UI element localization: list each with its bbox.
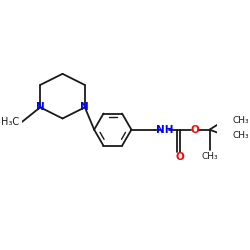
Text: N: N — [80, 102, 89, 112]
Text: NH: NH — [156, 125, 174, 135]
Text: N: N — [36, 102, 44, 112]
Text: CH₃: CH₃ — [201, 152, 218, 161]
Text: CH₃: CH₃ — [233, 131, 250, 140]
Text: O: O — [176, 152, 184, 162]
Text: H₃C: H₃C — [1, 117, 19, 127]
Text: O: O — [190, 125, 199, 135]
Text: CH₃: CH₃ — [233, 116, 250, 125]
